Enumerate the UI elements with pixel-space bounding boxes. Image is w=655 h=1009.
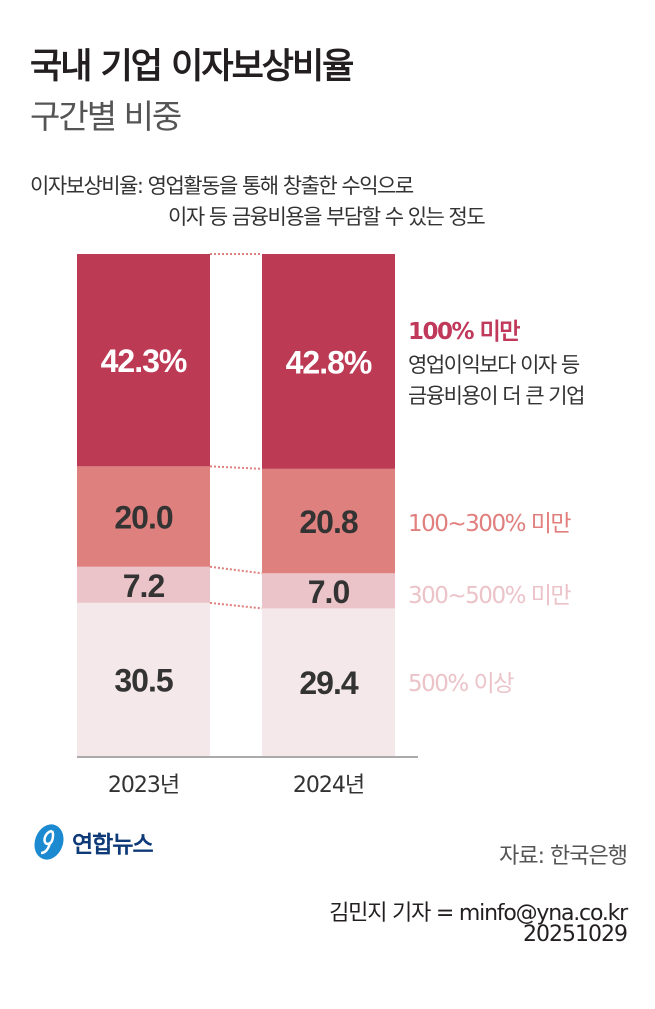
legend-500-plus: 500% 이상 bbox=[408, 671, 514, 697]
data-label: 29.4 bbox=[299, 665, 358, 701]
bar-segment bbox=[77, 466, 210, 567]
legend-note-line-2: 금융비용이 더 큰 기업 bbox=[408, 384, 585, 408]
connector-line bbox=[209, 465, 263, 470]
yonhap-logo: 연합뉴스 bbox=[32, 822, 154, 862]
chart-title: 국내 기업 이자보상비율 bbox=[30, 47, 354, 87]
legend-under-100-note: 영업이익보다 이자 등 금융비용이 더 큰 기업 bbox=[408, 350, 585, 412]
yonhap-logo-icon bbox=[34, 824, 64, 860]
x-tick-label: 2023년 bbox=[108, 773, 179, 798]
stacked-bar-chart: 30.5 7.2 20.0 42.3% 2023년 29.4 7.0 20.8 42.8% 202… bbox=[77, 253, 418, 798]
bar-segment bbox=[77, 602, 210, 756]
yonhap-logo-text: 연합뉴스 bbox=[72, 832, 154, 858]
data-label: 7.2 bbox=[123, 568, 165, 604]
chart-subtitle: 구간별 비중 bbox=[30, 97, 182, 136]
data-label: 20.8 bbox=[299, 504, 357, 540]
bar-segment bbox=[262, 608, 395, 756]
connector-line bbox=[209, 601, 263, 610]
legend-100-300: 100~300% 미만 bbox=[408, 511, 572, 537]
legend-note-line-1: 영업이익보다 이자 등 bbox=[408, 353, 580, 377]
bar-segment bbox=[262, 468, 395, 574]
source: 자료: 한국은행 bbox=[499, 844, 628, 869]
legend-under-100: 100% 미만 bbox=[408, 319, 520, 345]
data-label: 7.0 bbox=[308, 574, 350, 610]
description-line-2: 이자 등 금융비용을 부담할 수 있는 정도 bbox=[168, 205, 486, 229]
x-tick-label: 2024년 bbox=[293, 773, 364, 798]
bar-segment bbox=[262, 573, 395, 609]
byline: 김민지 기자 = minfo@yna.co.kr bbox=[329, 901, 628, 926]
legend-300-500: 300~500% 미만 bbox=[408, 583, 572, 609]
data-label: 42.8% bbox=[286, 344, 372, 380]
data-label: 20.0 bbox=[114, 500, 172, 536]
data-label: 30.5 bbox=[114, 662, 172, 698]
date: 20251029 bbox=[523, 922, 628, 947]
description-line-1: 이자보상비율: 영업활동을 통해 창출한 수익으로 bbox=[30, 174, 414, 198]
connector-line bbox=[209, 565, 263, 575]
bar-segment bbox=[77, 254, 210, 467]
bar-segment bbox=[262, 254, 395, 469]
bar-segment bbox=[77, 566, 210, 603]
data-label: 42.3% bbox=[101, 343, 187, 379]
